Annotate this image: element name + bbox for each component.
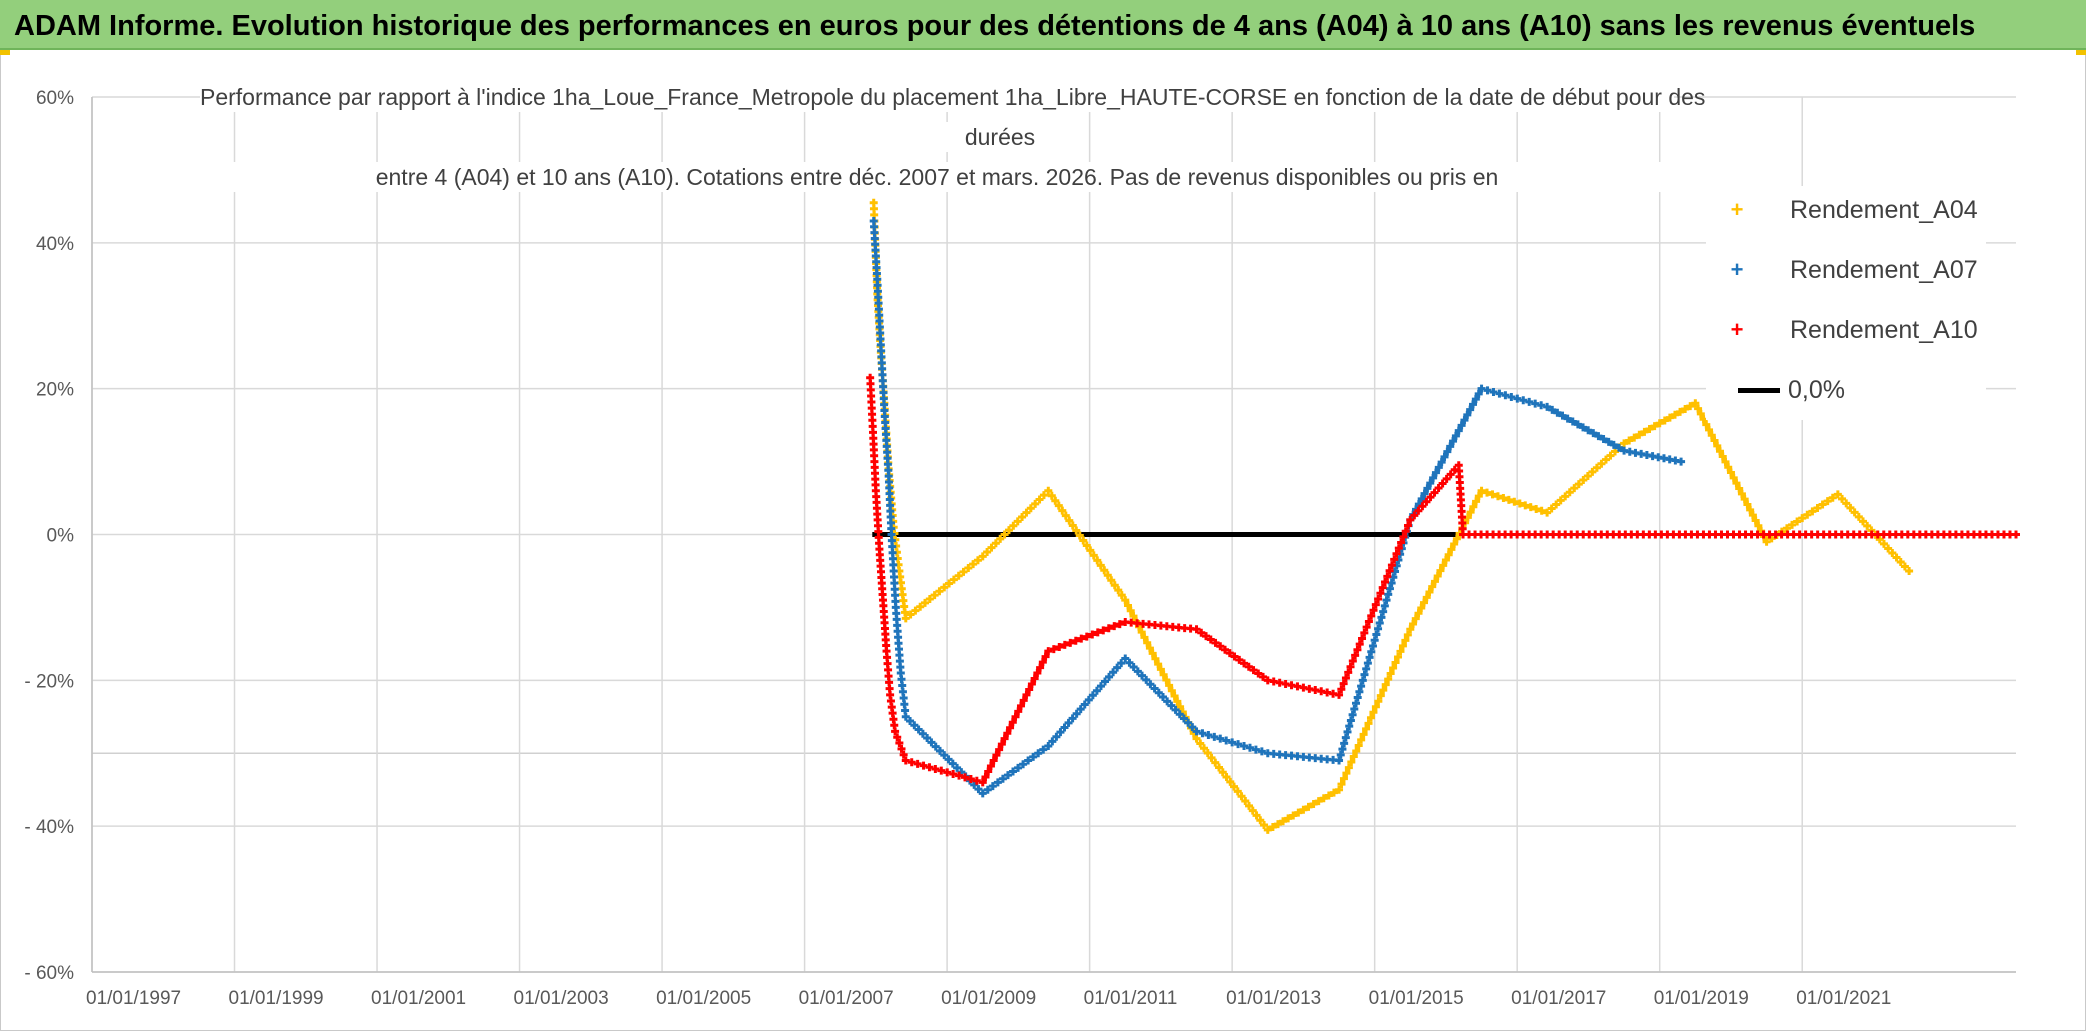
corner-mark-right bbox=[2076, 45, 2086, 55]
y-tick-label: - 40% bbox=[24, 817, 74, 838]
legend-item-zero: 0,0% bbox=[1706, 370, 1986, 410]
series-segment-a07 bbox=[1048, 654, 1130, 746]
legend-marker-a04: + bbox=[1730, 197, 1744, 222]
chart-title-line-1: Performance par rapport à l'indice 1ha_L… bbox=[200, 82, 1706, 112]
series-segment-a04 bbox=[1196, 739, 1272, 834]
series-segment-a07 bbox=[983, 741, 1053, 794]
x-tick-label: 01/01/1999 bbox=[229, 988, 324, 1009]
chart-legend: + Rendement_A04 + Rendement_A07 + Rendem… bbox=[1706, 186, 1986, 420]
y-tick-label: 20% bbox=[36, 380, 74, 401]
legend-marker-zero bbox=[1738, 388, 1780, 393]
series-segment-a07 bbox=[892, 609, 905, 678]
series-segment-a04 bbox=[983, 486, 1053, 556]
x-tick-label: 01/01/2011 bbox=[1084, 988, 1178, 1009]
series-segment-a07 bbox=[887, 536, 900, 612]
series-segment-a10 bbox=[1465, 530, 2020, 539]
x-tick-label: 01/01/1997 bbox=[86, 988, 181, 1009]
series-segment-a10 bbox=[879, 601, 891, 656]
series-segment-a07 bbox=[880, 412, 893, 481]
legend-item-a04: + Rendement_A04 bbox=[1706, 190, 1986, 230]
legend-label-zero: 0,0% bbox=[1788, 376, 1845, 404]
corner-mark-left bbox=[0, 45, 10, 55]
x-tick-label: 01/01/2021 bbox=[1796, 988, 1891, 1009]
x-tick-label: 01/01/2007 bbox=[799, 988, 894, 1009]
series-segment-a04 bbox=[1337, 625, 1415, 789]
series-segment-a07 bbox=[1336, 515, 1415, 759]
series-segment-a10 bbox=[875, 550, 887, 605]
series-segment-a04 bbox=[1409, 486, 1486, 628]
page-header: ADAM Informe. Evolution historique des p… bbox=[0, 0, 2086, 50]
x-tick-label: 01/01/2019 bbox=[1654, 988, 1749, 1009]
legend-label-a04: Rendement_A04 bbox=[1790, 196, 1978, 224]
series-segment-a10 bbox=[869, 434, 880, 495]
series-segment-a07 bbox=[884, 478, 896, 539]
y-tick-label: - 60% bbox=[24, 963, 74, 984]
series-segment-a07 bbox=[1409, 384, 1486, 519]
y-tick-label: 40% bbox=[36, 234, 74, 255]
series-segment-a10 bbox=[1337, 515, 1415, 694]
x-tick-label: 01/01/2005 bbox=[656, 988, 751, 1009]
chart-title-line-3: entre 4 (A04) et 10 ans (A10). Cotations… bbox=[200, 162, 1674, 192]
series-segment-a10 bbox=[981, 647, 1053, 781]
y-tick-label: 0% bbox=[47, 526, 75, 547]
x-tick-label: 01/01/2003 bbox=[514, 988, 609, 1009]
series-segment-a10 bbox=[907, 758, 987, 787]
series-segment-a10 bbox=[872, 492, 884, 554]
series-segment-a10 bbox=[1127, 618, 1201, 634]
x-tick-label: 01/01/2015 bbox=[1369, 988, 1464, 1009]
series-segment-a04 bbox=[896, 572, 910, 623]
chart-title-line-2: durées bbox=[940, 122, 1060, 152]
series-segment-a04 bbox=[1483, 488, 1552, 517]
x-tick-label: 01/01/2001 bbox=[371, 988, 466, 1009]
series-segment-a07 bbox=[870, 222, 882, 284]
series-segment-a10 bbox=[866, 379, 878, 437]
legend-label-a07: Rendement_A07 bbox=[1790, 256, 1978, 284]
series-segment-a07 bbox=[1198, 729, 1272, 758]
series-segment-a04 bbox=[1625, 399, 1700, 445]
series-segment-a07 bbox=[897, 675, 910, 721]
legend-marker-a10: + bbox=[1730, 317, 1744, 342]
legend-label-a10: Rendement_A10 bbox=[1790, 316, 1978, 344]
y-tick-label: 60% bbox=[36, 88, 74, 109]
series-segment-a04 bbox=[1547, 439, 1629, 513]
series-segment-a10 bbox=[1197, 628, 1272, 685]
series-segment-a10 bbox=[1049, 618, 1130, 654]
series-segment-a04 bbox=[1268, 785, 1344, 831]
series-segment-a10 bbox=[883, 653, 895, 699]
legend-item-a07: + Rendement_A07 bbox=[1706, 250, 1986, 290]
x-tick-label: 01/01/2013 bbox=[1226, 988, 1321, 1009]
series-segment-a07 bbox=[1269, 749, 1344, 765]
series-segment-a04 bbox=[906, 552, 987, 619]
legend-item-a10: + Rendement_A10 bbox=[1706, 310, 1986, 350]
series-segment-a10 bbox=[1269, 677, 1344, 699]
series-segment-a04 bbox=[1047, 491, 1130, 605]
series-segment-a04 bbox=[1838, 494, 1914, 575]
series-segment-a10 bbox=[1410, 461, 1463, 520]
series-segment-a07 bbox=[877, 346, 889, 415]
x-tick-label: 01/01/2009 bbox=[941, 988, 1036, 1009]
series-segment-a07 bbox=[1625, 447, 1686, 466]
header-title: ADAM Informe. Evolution historique des p… bbox=[14, 10, 1976, 42]
series-segment-a07 bbox=[873, 281, 885, 349]
y-tick-label: - 20% bbox=[24, 671, 74, 692]
x-tick-label: 01/01/2017 bbox=[1511, 988, 1606, 1009]
series-segment-a04 bbox=[1694, 404, 1771, 546]
series-segment-a07 bbox=[1483, 386, 1552, 411]
series-segment-a10 bbox=[1455, 467, 1468, 539]
series-segment-a07 bbox=[1548, 405, 1629, 455]
series-segment-a10 bbox=[886, 696, 900, 736]
series-segment-a07 bbox=[1125, 658, 1201, 736]
series-segment-a10 bbox=[893, 733, 910, 765]
legend-marker-a07: + bbox=[1730, 257, 1744, 282]
